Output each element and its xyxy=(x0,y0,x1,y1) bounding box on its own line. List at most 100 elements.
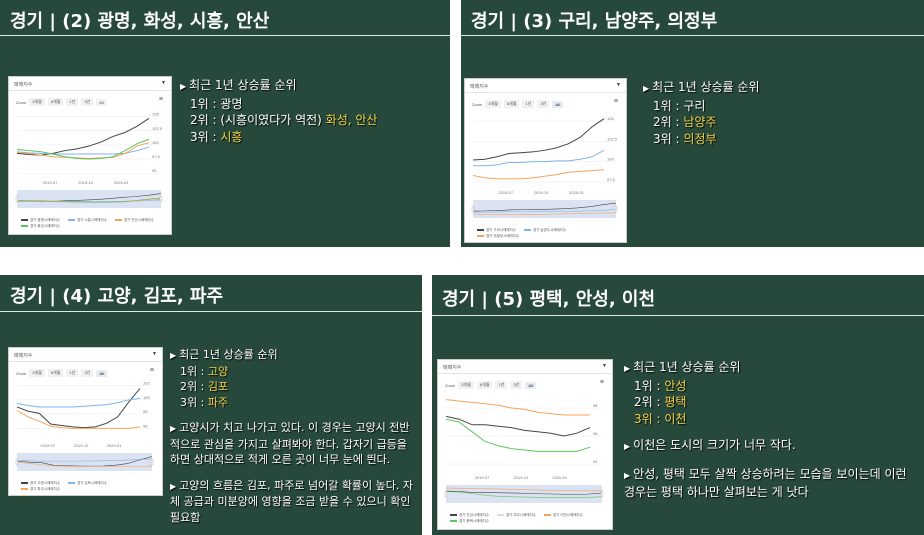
slide-text: ▶ 최근 1년 상승률 순위 1위 : 구리 2위 : 남양주 3위 : 의정부 xyxy=(643,79,913,147)
zoom-button[interactable]: 3개월 xyxy=(458,381,474,389)
zoom-button[interactable]: 1년 xyxy=(495,381,508,389)
series-line xyxy=(16,397,141,408)
legend-swatch xyxy=(496,514,504,516)
x-tick-label: 2019-07 xyxy=(43,180,58,185)
legend-item[interactable]: 경기 남양주시매매지수 xyxy=(523,228,566,233)
slide-title: 경기 | (5) 평택, 안성, 이천 xyxy=(442,289,656,310)
chart-plot: 98 96 94 2019-07 2019-10 2020-01 xyxy=(444,399,604,503)
menu-icon[interactable]: ≡ xyxy=(158,96,163,103)
zoom-button[interactable]: 6개월 xyxy=(476,381,493,389)
navigator-series xyxy=(473,208,617,213)
legend-swatch xyxy=(21,488,28,490)
zoom-button[interactable]: 1년 xyxy=(522,100,535,108)
text-line: ▶ 고양시가 치고 나가고 있다. 이 경우는 고양시 전반적으로 관심을 가지고… xyxy=(170,420,415,468)
navigator-series xyxy=(445,487,602,492)
text-segment: 이천은 도시의 크기가 너무 작다. xyxy=(633,438,796,452)
series-line xyxy=(16,410,141,429)
price-index-chart[interactable]: 매매지수 ▼ Zoom 3개월 6개월 1년 3년 All ≡ 98 96 94 2019-07 2019… xyxy=(437,359,613,530)
legend-item[interactable]: 경기 여주시매매지수 xyxy=(496,513,536,518)
navigator-handle[interactable] xyxy=(600,490,604,498)
navigator-handle[interactable] xyxy=(15,195,19,203)
text-segment: 3위 : xyxy=(180,395,208,409)
legend-swatch xyxy=(523,229,531,231)
dropdown-caret-icon[interactable]: ▼ xyxy=(161,80,166,86)
y-tick-label: 98 xyxy=(143,409,148,414)
legend-label: 경기 평택시매매지수 xyxy=(459,519,489,523)
zoom-button[interactable]: All xyxy=(552,100,564,108)
x-tick-label: 2019-07 xyxy=(475,475,490,480)
legend-swatch xyxy=(450,514,457,516)
text-segment: 3위 : xyxy=(190,129,221,144)
legend-item[interactable]: 경기 평택시매매지수 xyxy=(450,519,489,524)
zoom-button[interactable]: 1년 xyxy=(66,98,79,106)
navigator-series xyxy=(472,202,617,212)
zoom-button[interactable]: 6개월 xyxy=(47,369,64,377)
legend-label: 경기 의정부시매매지수 xyxy=(486,234,520,238)
navigator-series xyxy=(16,461,153,467)
y-tick-label: 100 xyxy=(143,395,150,400)
zoom-button[interactable]: All xyxy=(96,369,108,377)
chart-title: 매매지수 xyxy=(443,365,462,371)
zoom-button[interactable]: 3개월 xyxy=(29,98,45,106)
bullet-arrow-icon: ▶ xyxy=(624,470,631,480)
legend-item[interactable]: 경기 화성시매매지수 xyxy=(21,224,60,229)
legend-item[interactable]: 경기 안성시매매지수 xyxy=(450,513,489,518)
text-segment: 최근 1년 상승률 순위 xyxy=(633,360,741,374)
navigator-handle[interactable] xyxy=(444,490,448,498)
legend-item[interactable]: 경기 구리시매매지수 xyxy=(477,228,516,233)
menu-icon[interactable]: ≡ xyxy=(149,367,154,374)
y-tick-label: 97.5 xyxy=(607,177,616,182)
text-line xyxy=(624,456,914,466)
price-index-chart[interactable]: 매매지수 ▼ Zoom 3개월 6개월 1년 3년 All ≡ 105 102.5 100 97.5 20… xyxy=(464,78,627,243)
navigator-handle[interactable] xyxy=(471,205,475,213)
y-tick-label: 94 xyxy=(593,459,598,464)
zoom-button[interactable]: 3개월 xyxy=(29,369,45,377)
x-tick-label: 2019-10 xyxy=(78,180,93,185)
zoom-button[interactable]: 3년 xyxy=(510,381,523,389)
bullet-arrow-icon: ▶ xyxy=(180,82,187,91)
zoom-button[interactable]: All xyxy=(525,381,537,389)
highlighted-text: 의정부 xyxy=(683,131,717,146)
zoom-button[interactable]: 1년 xyxy=(66,369,79,377)
navigator-handle[interactable] xyxy=(15,458,19,466)
chart-title: 매매지수 xyxy=(14,82,33,88)
price-index-chart[interactable]: 매매지수 ▼ Zoom 3개월 6개월 1년 3년 All ≡ 105 102.5 100 97.5 95… xyxy=(8,76,172,235)
text-segment: 2위 : xyxy=(634,395,665,409)
navigator-range xyxy=(446,485,602,503)
slide-guri: 경기 | (3) 구리, 남양주, 의정부 매매지수 ▼ Zoom 3개월 6개월 1년 3… xyxy=(461,0,924,247)
zoom-button[interactable]: 6개월 xyxy=(47,98,64,106)
dropdown-caret-icon[interactable]: ▼ xyxy=(616,82,621,88)
zoom-button[interactable]: 3년 xyxy=(81,369,94,377)
legend-item[interactable]: 경기 고양시매매지수 xyxy=(21,481,60,486)
navigator-handle[interactable] xyxy=(614,205,618,213)
zoom-button[interactable]: All xyxy=(96,98,107,106)
x-tick-label: 2020-01 xyxy=(552,475,567,480)
x-tick-label: 2019-07 xyxy=(40,443,55,448)
y-tick-label: 102 xyxy=(143,381,150,386)
navigator-handle[interactable] xyxy=(159,195,163,203)
zoom-button[interactable]: 3년 xyxy=(537,100,550,108)
legend-item[interactable]: 경기 시흥시매매지수 xyxy=(67,218,107,223)
slide-title: 경기 | (2) 광명, 화성, 시흥, 안산 xyxy=(10,11,270,32)
legend-item[interactable]: 경기 광명시매매지수 xyxy=(21,218,60,223)
zoom-button[interactable]: 3개월 xyxy=(485,100,501,108)
menu-icon[interactable]: ≡ xyxy=(613,98,618,105)
text-line: 1위 : 안성 xyxy=(624,378,914,395)
legend-item[interactable]: 경기 김포시매매지수 xyxy=(67,481,107,486)
text-line: ▶ 최근 1년 상승률 순위 xyxy=(624,359,914,378)
dropdown-caret-icon[interactable]: ▼ xyxy=(602,363,607,369)
navigator-handle[interactable] xyxy=(150,458,154,466)
chart-legend: 경기 구리시매매지수 경기 남양주시매매지수 경기 의정부시매매지수 xyxy=(465,228,626,239)
legend-item[interactable]: 경기 의정부시매매지수 xyxy=(477,234,519,239)
legend-item[interactable]: 경기 안산시매매지수 xyxy=(114,218,154,223)
text-line: ▶ 최근 1년 상승률 순위 xyxy=(643,79,913,98)
price-index-chart[interactable]: 매매지수 ▼ Zoom 3개월 6개월 1년 3년 All ≡ 102 100 98 96 2019-07… xyxy=(8,347,163,496)
legend-item[interactable]: 경기 이천시매매지수 xyxy=(543,513,583,518)
legend-item[interactable]: 경기 파주시매매지수 xyxy=(21,487,60,492)
text-line xyxy=(170,410,415,420)
dropdown-caret-icon[interactable]: ▼ xyxy=(152,351,157,357)
navigator-series xyxy=(445,490,603,495)
menu-icon[interactable]: ≡ xyxy=(599,379,604,386)
zoom-button[interactable]: 3년 xyxy=(81,98,94,106)
zoom-button[interactable]: 6개월 xyxy=(503,100,520,108)
